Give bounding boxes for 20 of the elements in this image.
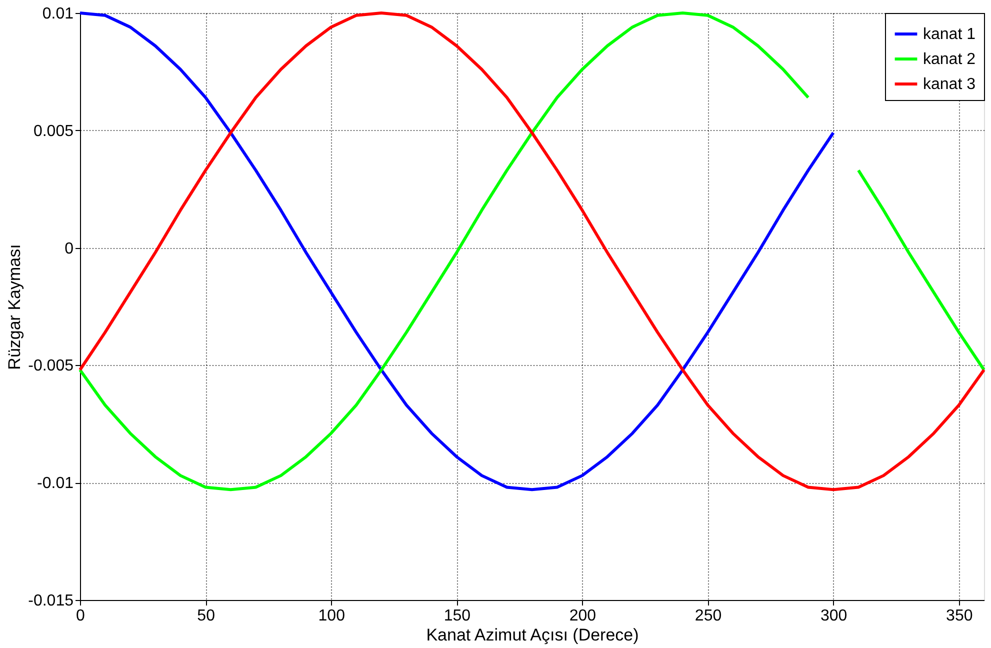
y-tick-label: -0.015 bbox=[28, 592, 74, 610]
x-tick-label: 200 bbox=[569, 608, 596, 624]
x-tick-label: 100 bbox=[318, 608, 346, 624]
x-tick-label: 0 bbox=[76, 608, 86, 624]
x-tick-label: 50 bbox=[197, 608, 216, 624]
x-tick-label: 150 bbox=[444, 608, 471, 624]
y-axis-title: Rüzgar Kayması bbox=[5, 244, 24, 370]
x-tick-label: 350 bbox=[946, 608, 973, 624]
x-tick-label: 300 bbox=[820, 608, 848, 624]
x-tick-label: 250 bbox=[694, 608, 722, 624]
y-tick-label: -0.01 bbox=[37, 475, 74, 492]
legend-label: kanat 1 bbox=[923, 26, 976, 43]
line-series bbox=[78, 12, 835, 492]
y-tick-label: 0 bbox=[64, 240, 74, 258]
legend-label: kanat 3 bbox=[923, 76, 976, 93]
y-tick-label: 0.005 bbox=[33, 122, 74, 140]
x-axis-title: Kanat Azimut Açısı (Derece) bbox=[426, 626, 639, 644]
legend-label: kanat 2 bbox=[923, 51, 976, 68]
y-tick-label: -0.005 bbox=[28, 358, 74, 375]
y-tick-label: 0.01 bbox=[42, 6, 74, 22]
